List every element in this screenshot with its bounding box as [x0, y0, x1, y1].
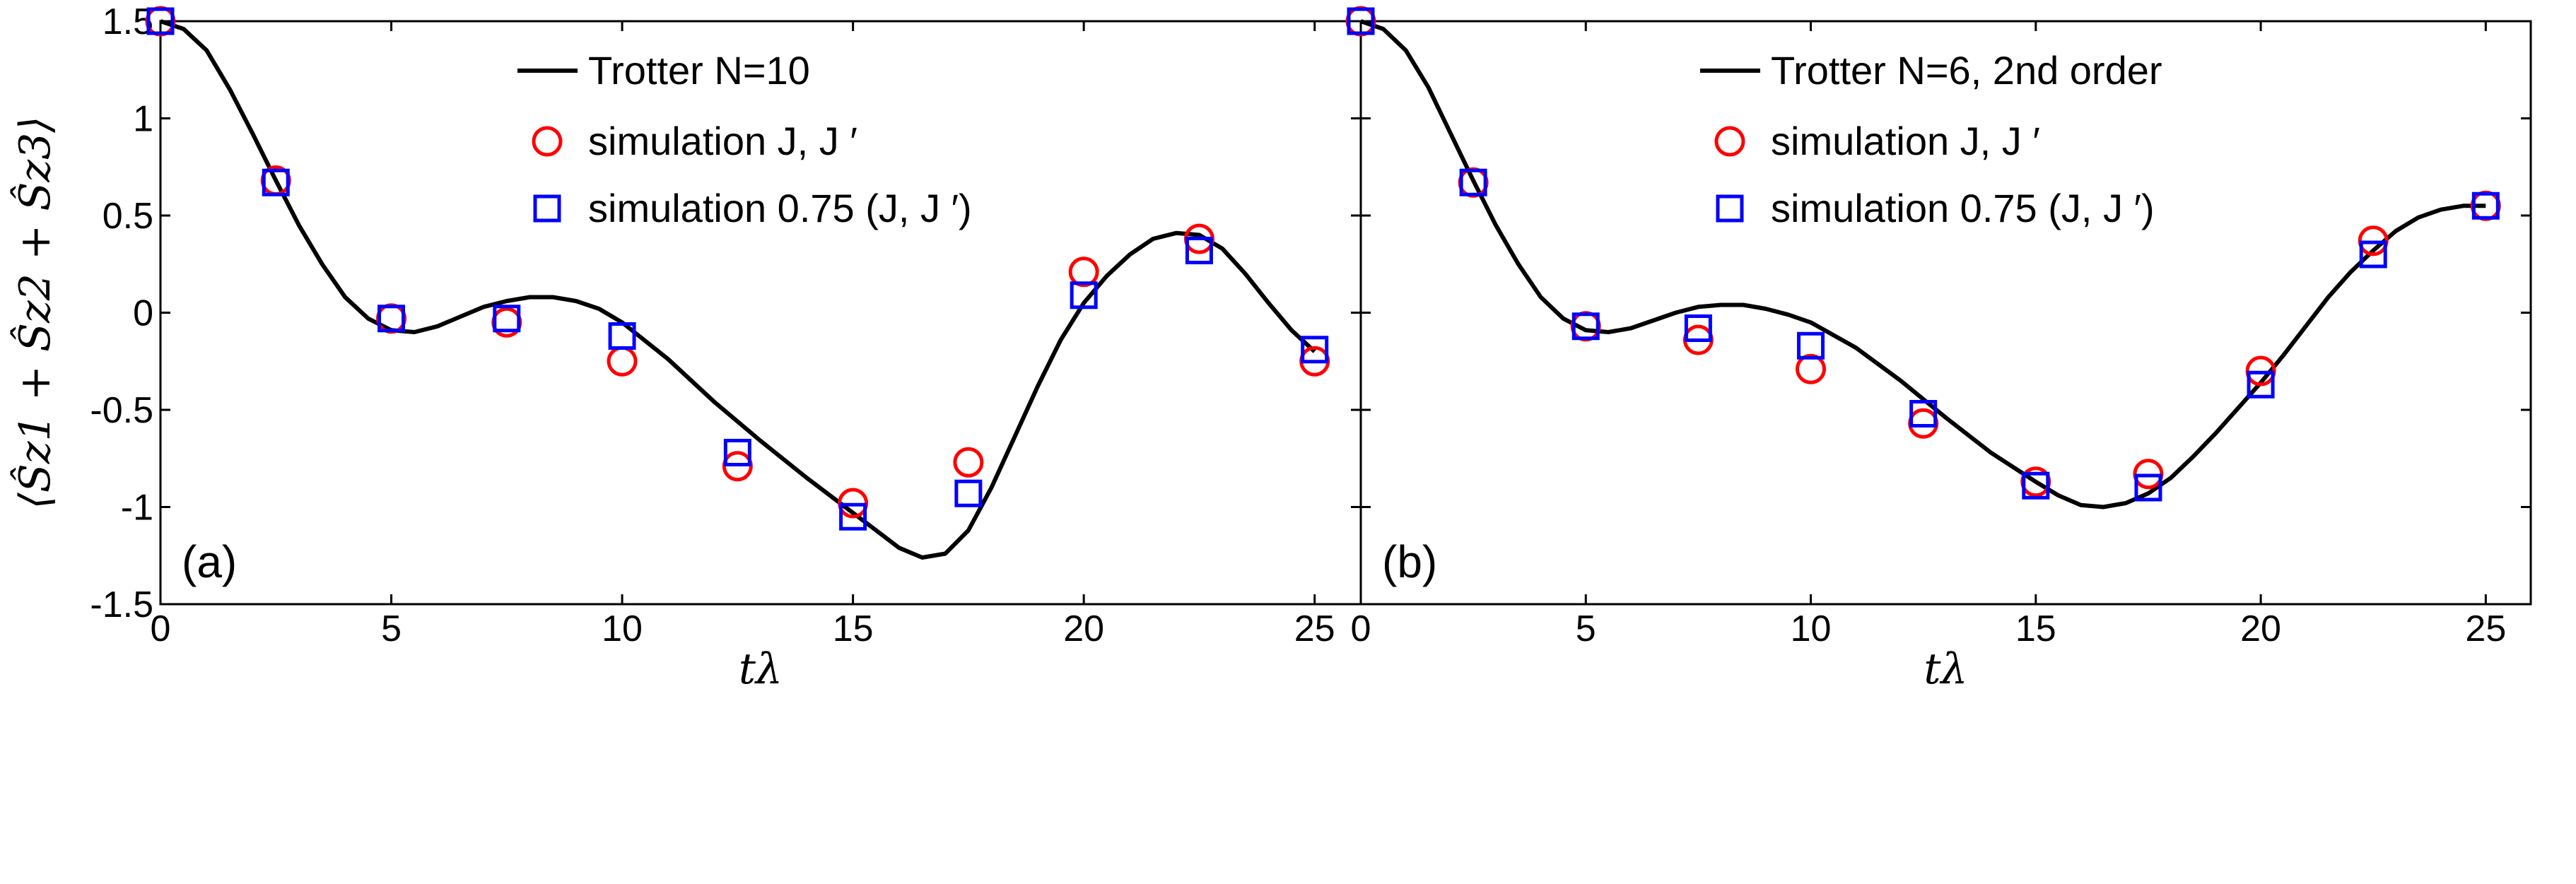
- panel-label: (b): [1382, 536, 1437, 587]
- x-tick-label: 25: [2465, 608, 2506, 649]
- legend-swatch-square: [533, 194, 561, 223]
- point-square: [2471, 191, 2500, 220]
- x-axis-label: tλ: [739, 644, 783, 694]
- point-square: [2022, 471, 2050, 500]
- y-tick-label: -0.5: [90, 390, 153, 431]
- point-square: [1797, 331, 1825, 360]
- point-square: [954, 479, 983, 507]
- point-square: [262, 168, 290, 196]
- point-circle: [1068, 257, 1099, 288]
- x-tick-label: 15: [833, 608, 874, 649]
- point-square: [839, 502, 867, 531]
- y-tick-label: -1: [121, 488, 153, 529]
- point-square: [377, 305, 406, 333]
- y-tick-label: 0.5: [103, 196, 153, 237]
- series-line-trotter: [160, 19, 1316, 560]
- x-tick-label: 10: [602, 608, 643, 649]
- y-tick-label: 0: [133, 293, 153, 334]
- point-square: [2247, 370, 2275, 399]
- legend-swatch-circle: [1714, 126, 1745, 157]
- x-tick-label: 20: [1063, 608, 1104, 649]
- x-axis-label: tλ: [1924, 644, 1967, 694]
- legend-entry-label: Trotter N=10: [588, 48, 810, 93]
- legend-entry-label: simulation J, J ′: [588, 119, 857, 163]
- x-tick-label: 20: [2240, 608, 2281, 649]
- y-tick-label: 1.5: [103, 1, 153, 42]
- panel-b: 0 5 10 15 20 25 tλ Trotter N=6, 2nd order simula…: [1345, 6, 2532, 694]
- y-axis-label: ⟨Ŝz1 + Ŝz2 + Ŝz3⟩: [9, 116, 60, 509]
- point-square: [493, 305, 521, 333]
- panel-label: (a): [182, 536, 237, 587]
- panel-a: 0 5 10 15 20 25 -1.5 -1 -0.5 0 0.5 1 1.5 tλ ⟨Ŝz1 + Ŝz2…: [9, 1, 1362, 694]
- point-square: [723, 439, 751, 466]
- series-line-trotter: [1360, 19, 2486, 509]
- point-square: [1070, 281, 1098, 310]
- point-square: [1684, 314, 1712, 342]
- x-tick-label: 5: [381, 608, 402, 649]
- y-tick-label: 1: [133, 99, 153, 140]
- point-circle: [1796, 353, 1827, 384]
- x-tick-label: 10: [1791, 608, 1832, 649]
- y-tick-label: -1.5: [90, 584, 153, 625]
- point-square: [1909, 400, 1938, 428]
- x-tick-label: 0: [1351, 608, 1371, 649]
- point-square: [146, 7, 175, 35]
- x-tick-label: 0: [151, 608, 171, 649]
- legend-entry-label: simulation J, J ′: [1771, 119, 2040, 163]
- point-square: [1347, 7, 1375, 35]
- point-square: [608, 322, 636, 350]
- legend-swatch-circle: [532, 126, 563, 157]
- legend-entry-label: simulation 0.75 (J, J ′): [1771, 186, 2155, 230]
- x-tick-label: 5: [1576, 608, 1596, 649]
- legend-entry-label: Trotter N=6, 2nd order: [1771, 48, 2162, 93]
- point-square: [2359, 240, 2387, 269]
- point-square: [1185, 237, 1213, 264]
- point-square: [2134, 473, 2162, 502]
- point-square: [1301, 336, 1329, 364]
- point-square: [1459, 168, 1487, 196]
- legend-swatch-square: [1716, 194, 1744, 223]
- point-square: [1571, 312, 1600, 341]
- legend-entry-label: simulation 0.75 (J, J ′): [588, 186, 972, 230]
- point-circle: [953, 447, 984, 478]
- x-tick-label: 25: [1294, 608, 1335, 649]
- x-tick-label: 15: [2015, 608, 2056, 649]
